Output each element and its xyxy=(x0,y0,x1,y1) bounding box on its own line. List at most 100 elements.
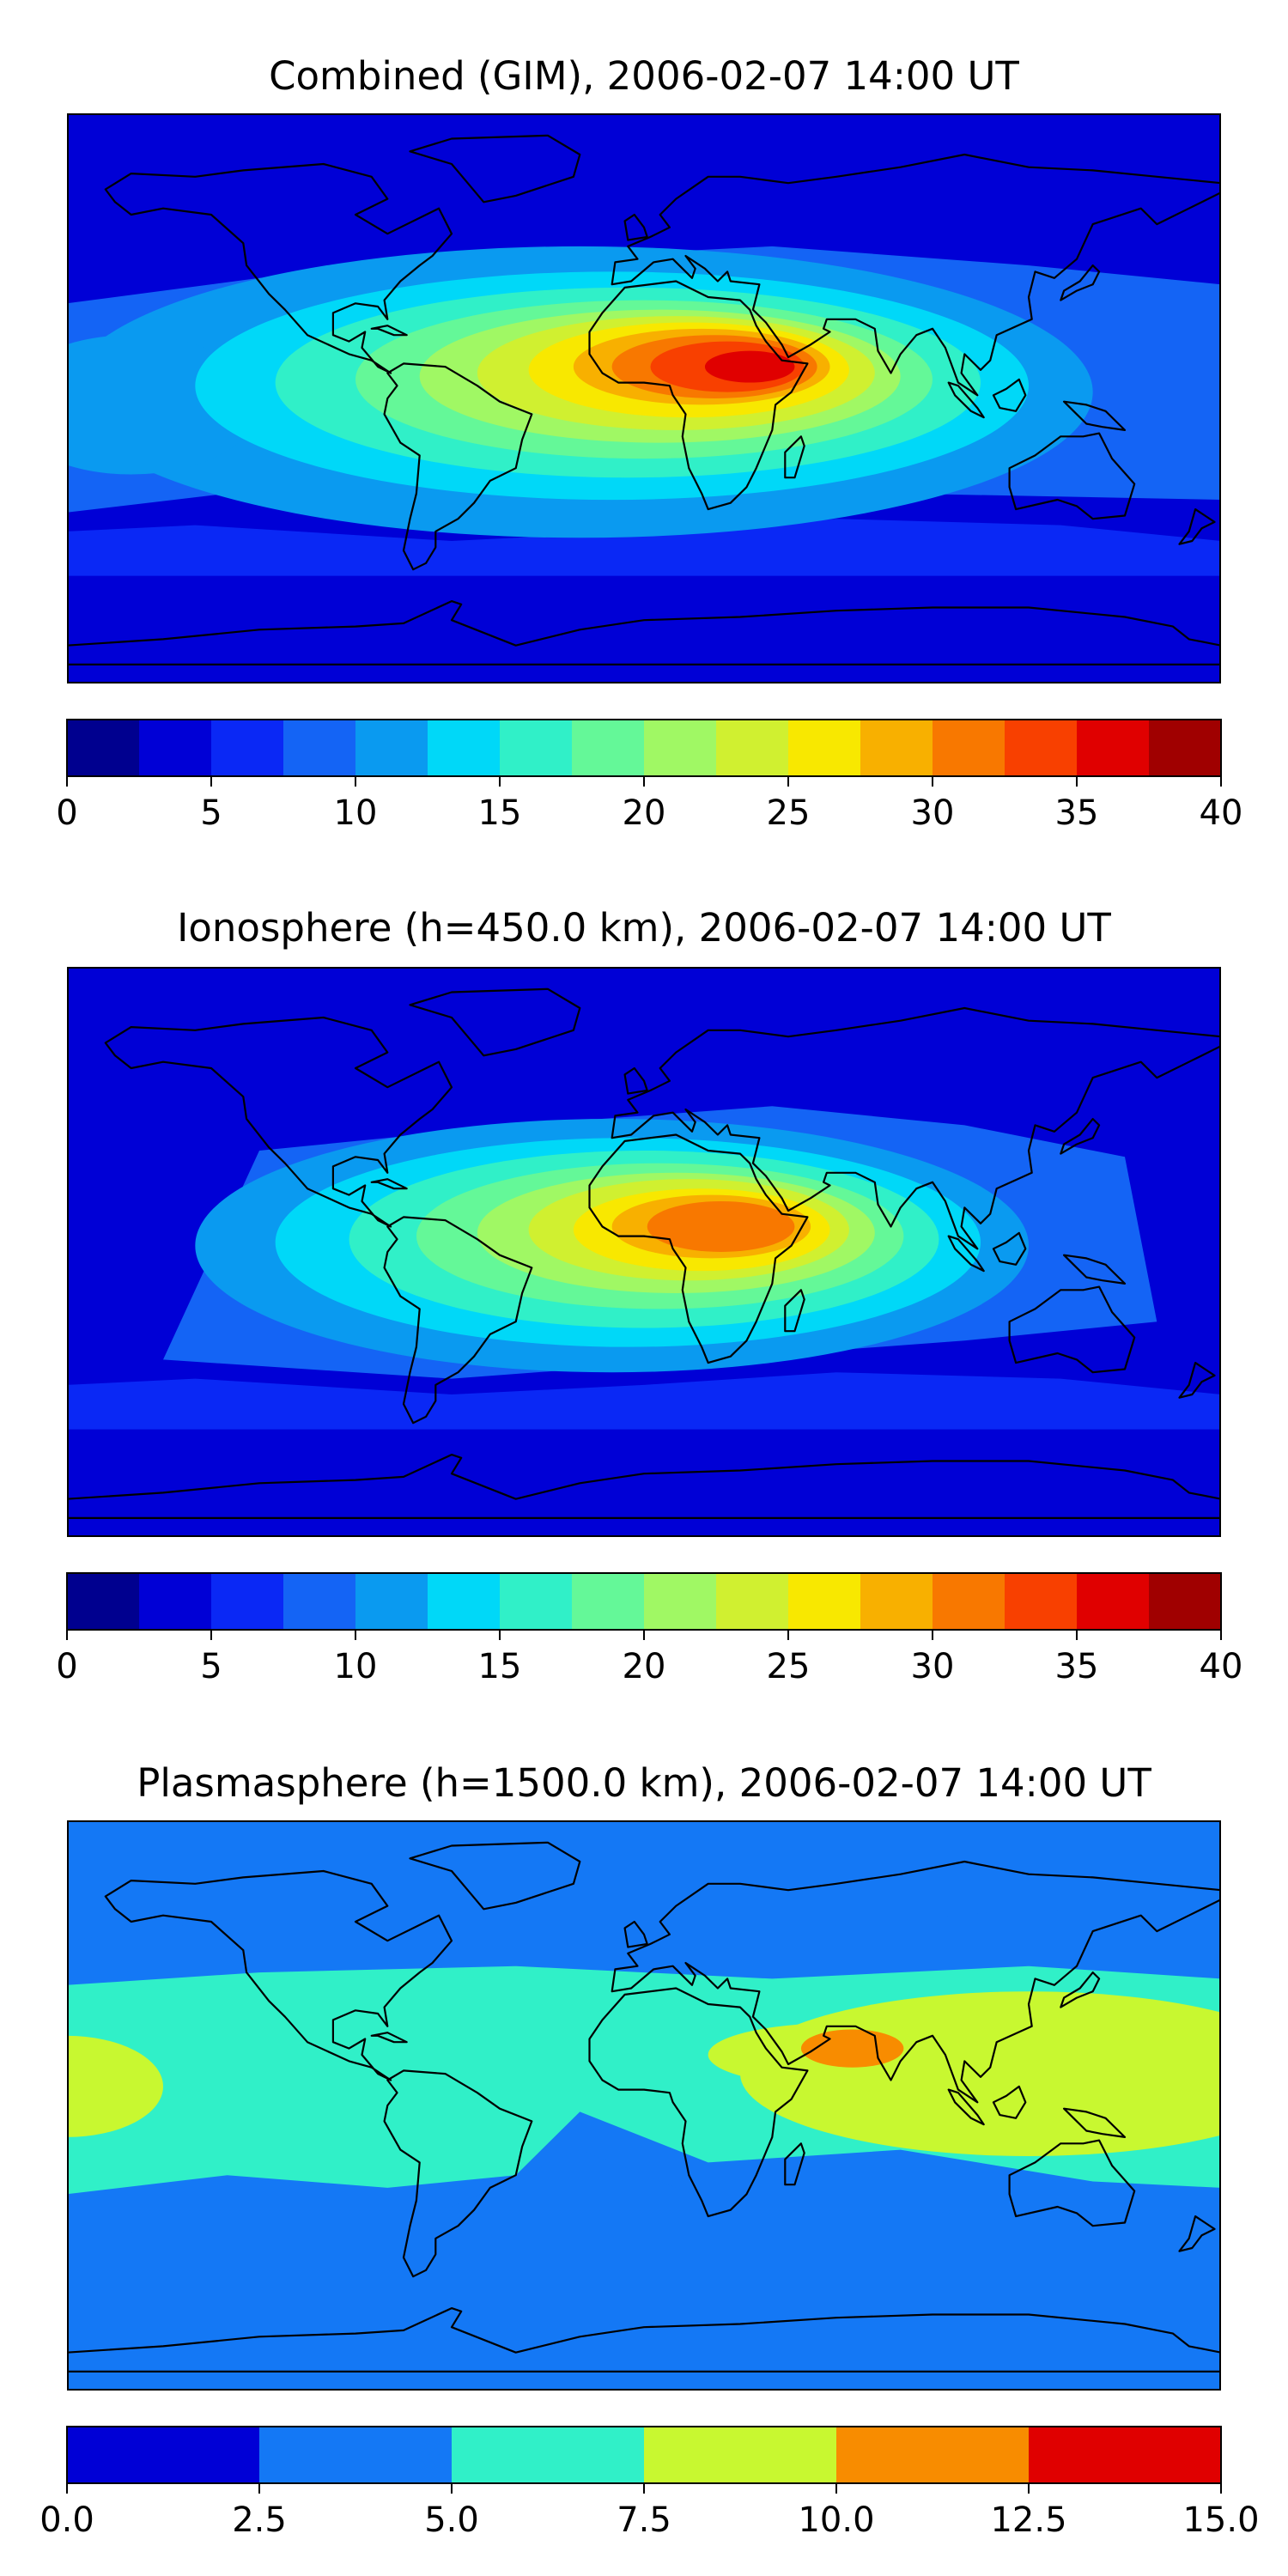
plasmasphere-colorbar: 0.0 2.5 5.0 7.5 10.0 12.5 15.0 xyxy=(39,2426,1260,2540)
colorbar-segment xyxy=(67,720,140,776)
colorbar-segment xyxy=(644,1573,717,1630)
coastline-greenland xyxy=(409,1841,581,1911)
colorbar-tick-label: 10 xyxy=(334,793,378,833)
coastline-madagascar xyxy=(784,435,805,479)
colorbar-segment xyxy=(67,2427,260,2483)
combined-map xyxy=(67,113,1221,683)
coastline-australia xyxy=(1008,2139,1136,2227)
coastline-borneo xyxy=(992,378,1027,412)
colorbar-tick-label: 30 xyxy=(911,1647,955,1686)
combined-title: Combined (GIM), 2006-02-07 14:00 UT xyxy=(269,53,1019,99)
colorbar-tick-label: 15.0 xyxy=(1182,2500,1259,2540)
colorbar-segment xyxy=(1149,720,1222,776)
colorbar-tick-label: 0.0 xyxy=(39,2500,94,2540)
coastline-japan xyxy=(1060,1118,1101,1155)
colorbar-tick-label: 2.5 xyxy=(232,2500,287,2540)
coastline-north-america xyxy=(104,162,453,374)
colorbar-tick-label: 5.0 xyxy=(424,2500,479,2540)
coastline-uk xyxy=(623,1066,648,1095)
plasmasphere-title: Plasmasphere (h=1500.0 km), 2006-02-07 1… xyxy=(137,1760,1151,1806)
colorbar-tick-label: 30 xyxy=(911,793,955,833)
colorbar-segment xyxy=(716,1573,789,1630)
colorbar-segment xyxy=(1077,720,1150,776)
colorbar-tick-label: 0 xyxy=(56,1647,77,1686)
coastline-madagascar xyxy=(784,2142,805,2186)
colorbar-segment xyxy=(788,720,861,776)
coastline-south-america xyxy=(383,2069,533,2278)
colorbar-segment xyxy=(355,720,428,776)
combined-colorbar: 0 5 10 15 20 25 30 35 40 xyxy=(56,719,1243,833)
coastline-uk xyxy=(623,213,648,241)
colorbar-segment xyxy=(1005,720,1078,776)
coastline-south-america xyxy=(383,1216,533,1425)
coastline-borneo xyxy=(992,2085,1027,2119)
coastline-eurasia xyxy=(611,1860,1221,2104)
coastline-sumatra xyxy=(947,381,985,419)
coastline-new-zealand xyxy=(1178,1362,1216,1399)
coastline-new-guinea xyxy=(1063,400,1127,431)
map-frame xyxy=(67,967,1221,1537)
colorbar-tick-label: 25 xyxy=(767,1647,811,1686)
colorbar-tick-label: 20 xyxy=(623,793,666,833)
colorbar-tick-label: 15 xyxy=(478,793,522,833)
coastlines xyxy=(67,1841,1221,2372)
colorbar-segment xyxy=(860,1573,933,1630)
colorbar-tick-label: 5 xyxy=(200,1647,222,1686)
coastline-eurasia xyxy=(611,1006,1221,1250)
colorbar-tick-label: 20 xyxy=(623,1647,666,1686)
colorbar-tick-label: 40 xyxy=(1200,1647,1243,1686)
colorbar-segment xyxy=(644,720,717,776)
colorbar-segment xyxy=(572,1573,645,1630)
colorbar-segment xyxy=(500,1573,573,1630)
coastline-borneo xyxy=(992,1231,1027,1266)
coastline-eurasia xyxy=(611,153,1221,397)
coastline-cuba xyxy=(370,1178,408,1190)
colorbar-segment xyxy=(1149,1573,1222,1630)
coastline-greenland xyxy=(409,134,581,204)
colorbar-segment xyxy=(1077,1573,1150,1630)
colorbar-tick-label: 25 xyxy=(767,793,811,833)
map-frame xyxy=(67,113,1221,683)
colorbar-segment xyxy=(139,1573,212,1630)
colorbar-segment xyxy=(452,2427,645,2483)
coastline-africa xyxy=(588,280,809,511)
contour-level-2 xyxy=(67,519,1221,576)
coastline-north-america xyxy=(104,1016,453,1228)
colorbar-segment xyxy=(139,720,212,776)
coastline-sumatra xyxy=(947,2088,985,2126)
colorbar-segment xyxy=(572,720,645,776)
coastline-antarctica xyxy=(67,2307,1221,2372)
colorbar-segment xyxy=(211,720,284,776)
colorbar-segment xyxy=(860,720,933,776)
coastline-new-guinea xyxy=(1063,2107,1127,2138)
coastline-antarctica xyxy=(67,1454,1221,1519)
coastline-uk xyxy=(623,1920,648,1948)
colorbar-tick-label: 35 xyxy=(1055,793,1099,833)
colorbar-tick-label: 15 xyxy=(478,1647,522,1686)
colorbar-tick-label: 0 xyxy=(56,793,77,833)
coastline-madagascar xyxy=(784,1289,805,1333)
coastline-africa xyxy=(588,1987,809,2218)
colorbar-segment xyxy=(836,2427,1030,2483)
plasmasphere-map xyxy=(67,1820,1221,2391)
colorbar-segment xyxy=(933,1573,1005,1630)
colorbar-segment xyxy=(500,720,573,776)
colorbar-segment xyxy=(355,1573,428,1630)
colorbar-tick-label: 40 xyxy=(1200,793,1243,833)
contour-level-2 xyxy=(67,1372,1221,1430)
coastline-north-america xyxy=(104,1869,453,2081)
contour-level-12 xyxy=(647,1200,795,1252)
coastline-new-zealand xyxy=(1178,508,1216,545)
colorbar-segment xyxy=(1005,1573,1078,1630)
colorbar-tick-label: 12.5 xyxy=(990,2500,1066,2540)
coastline-japan xyxy=(1060,264,1101,301)
ionosphere-title: Ionosphere (h=450.0 km), 2006-02-07 14:0… xyxy=(177,905,1111,951)
contour-level-3 xyxy=(67,2035,163,2137)
coastline-south-america xyxy=(383,362,533,571)
colorbar-segment xyxy=(283,1573,356,1630)
coastline-cuba xyxy=(370,325,408,337)
colorbar-tick-label: 10 xyxy=(334,1647,378,1686)
coastline-australia xyxy=(1008,432,1136,520)
coastline-new-zealand xyxy=(1178,2215,1216,2252)
colorbar-segment xyxy=(716,720,789,776)
